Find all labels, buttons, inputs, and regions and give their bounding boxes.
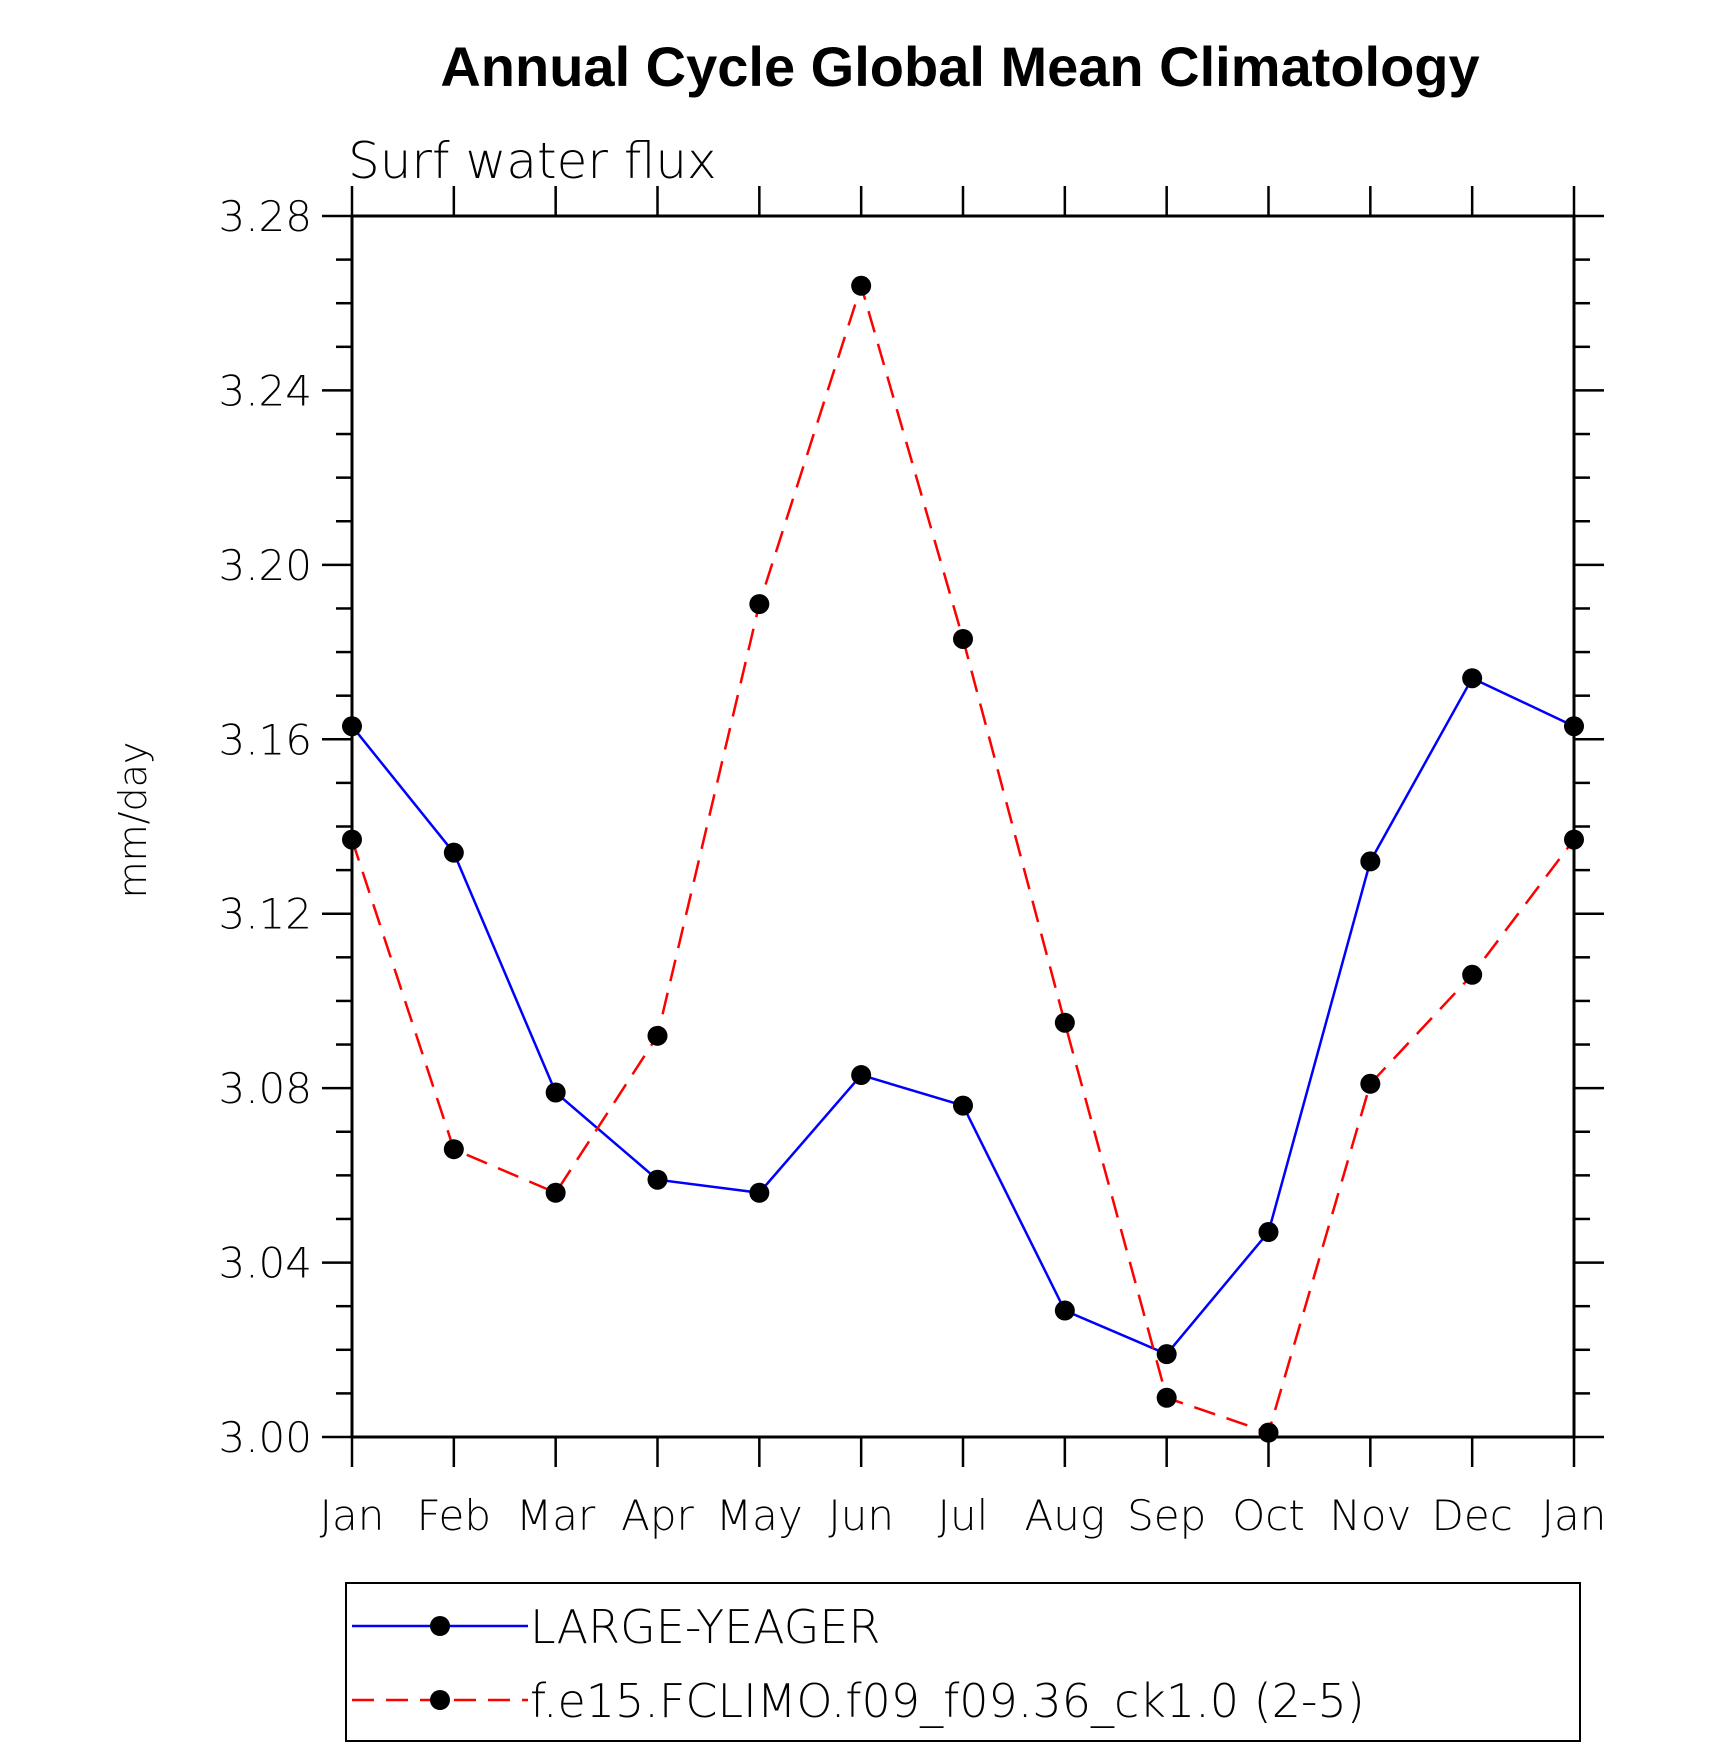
x-tick-label: Jun: [828, 1491, 894, 1540]
x-tick-label: Dec: [1432, 1491, 1513, 1540]
data-point-1: [545, 1182, 566, 1203]
data-point-0: [443, 842, 464, 863]
y-tick-label: 3.12: [218, 890, 312, 939]
data-point-0: [647, 1169, 668, 1190]
data-point-0: [1054, 1300, 1075, 1321]
series-line-0: [351, 676, 1575, 1356]
chart-title: Annual Cycle Global Mean Climatology: [440, 35, 1479, 98]
series-line-1: [350, 281, 1575, 1435]
data-point-0: [1360, 851, 1381, 872]
x-tick-label: Aug: [1025, 1491, 1106, 1540]
y-tick-label: 3.16: [218, 715, 312, 764]
x-tick-label: Apr: [621, 1491, 694, 1540]
y-tick-label: 3.24: [218, 366, 312, 415]
x-tick-label: Nov: [1329, 1491, 1411, 1540]
y-tick-label: 3.08: [218, 1064, 312, 1113]
x-tick-label: Oct: [1232, 1491, 1305, 1540]
data-point-0: [749, 1182, 770, 1203]
y-tick-labels: 3.00 3.04 3.08 3.12 3.16 3.20 3.24 3.28: [218, 192, 312, 1462]
legend-marker-fclimo: [430, 1690, 450, 1710]
legend: LARGE-YEAGER f.e15.FCLIMO.f09_f09.36_ck1…: [345, 1582, 1581, 1742]
legend-label-fclimo: f.e15.FCLIMO.f09_f09.36_ck1.0 (2-5): [530, 1674, 1365, 1728]
data-point-1: [953, 628, 973, 649]
x-tick-label: Mar: [516, 1491, 596, 1540]
data-point-1: [647, 1025, 668, 1046]
data-point-0: [851, 1065, 872, 1086]
legend-box: [345, 1582, 1581, 1742]
y-axis-label: mm/day: [111, 742, 155, 899]
x-tick-label: Sep: [1127, 1491, 1206, 1540]
x-tick-label: Feb: [417, 1491, 491, 1540]
x-tick-label: Jan: [320, 1491, 385, 1540]
x-tick-label: May: [716, 1491, 803, 1540]
x-tick-label: Jul: [938, 1491, 989, 1540]
data-point-0: [1156, 1344, 1177, 1365]
series-group: [342, 275, 1584, 1443]
y-tick-label: 3.20: [218, 541, 312, 590]
data-point-1: [1360, 1073, 1381, 1094]
chart-subtitle: Surf water flux: [348, 132, 717, 190]
x-tick-label: Jan: [1542, 1491, 1607, 1540]
data-point-0: [545, 1082, 566, 1103]
axis-ticks: [322, 186, 1604, 1467]
plot-frame: [350, 214, 1576, 1439]
y-tick-label: 3.00: [218, 1413, 312, 1462]
data-point-1: [851, 275, 872, 296]
data-point-0: [953, 1095, 973, 1116]
data-point-1: [1462, 964, 1483, 985]
y-tick-label: 3.04: [218, 1239, 312, 1288]
data-point-1: [1258, 1422, 1279, 1443]
data-point-0: [1258, 1222, 1279, 1243]
data-point-0: [1462, 668, 1483, 689]
data-point-1: [443, 1139, 464, 1160]
data-point-1: [749, 594, 770, 615]
legend-marker-large-yeager: [430, 1616, 450, 1636]
data-point-1: [1156, 1387, 1177, 1408]
x-tick-labels: Jan Feb Mar Apr May Jun Jul Aug Sep Oct Nov Dec Jan: [320, 1491, 1607, 1540]
y-tick-label: 3.28: [218, 192, 312, 241]
legend-label-large-yeager: LARGE-YEAGER: [530, 1600, 880, 1654]
data-point-1: [1054, 1012, 1075, 1033]
